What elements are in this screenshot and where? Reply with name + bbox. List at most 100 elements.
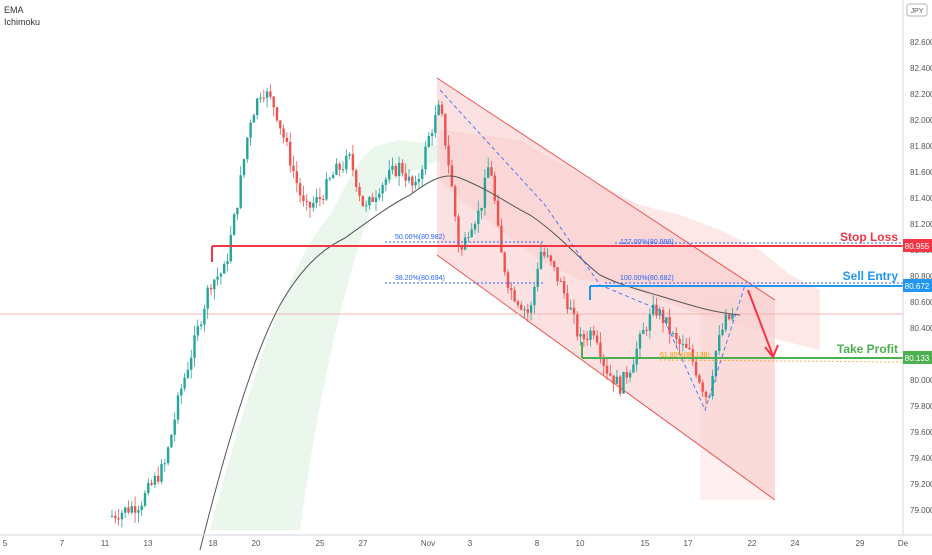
candle-body <box>381 184 384 194</box>
candle-body <box>589 330 592 340</box>
y-tick-label: 79.000 <box>910 506 932 515</box>
x-tick-label: 8 <box>535 539 540 548</box>
candle-body <box>315 197 318 203</box>
candle-body <box>239 175 242 208</box>
sell-entry-value: 80.672 <box>905 282 930 291</box>
candle-body <box>434 114 437 134</box>
x-tick-label: 5 <box>3 539 8 548</box>
candle-body <box>183 377 186 389</box>
candle-body <box>388 169 391 180</box>
candle-body <box>625 371 628 378</box>
candle-body <box>279 120 282 129</box>
candle-body <box>345 155 348 170</box>
y-tick-label: 80.000 <box>910 376 932 385</box>
candle-body <box>361 195 364 207</box>
candle-body <box>157 475 160 482</box>
candle-body <box>586 338 589 340</box>
candle-body <box>351 154 355 171</box>
x-tick-label: 25 <box>316 539 325 548</box>
candle-body <box>721 329 724 336</box>
candle-body <box>460 246 463 250</box>
candle-body <box>635 348 638 365</box>
candle-body <box>421 169 424 179</box>
y-tick-label: 81.400 <box>910 194 932 203</box>
x-tick-label: 7 <box>60 539 65 548</box>
candle-body <box>665 317 668 323</box>
candle-body <box>648 314 652 331</box>
candle-body <box>305 200 308 202</box>
candle-body <box>553 261 556 268</box>
candle-body <box>133 506 137 513</box>
candle-body <box>397 162 401 177</box>
candle-body <box>582 334 586 339</box>
candle-body <box>292 165 295 172</box>
candle-body <box>671 333 675 335</box>
candle-body <box>331 174 335 179</box>
indicator-ema-label: EMA <box>4 5 24 15</box>
candle-body <box>463 237 467 250</box>
candle-body <box>430 133 434 136</box>
candle-body <box>645 329 648 331</box>
x-tick-label: 11 <box>101 539 110 548</box>
candle-body <box>685 343 688 348</box>
candle-body <box>160 463 163 482</box>
y-tick-label: 79.800 <box>910 402 932 411</box>
y-tick-label: 81.200 <box>910 220 932 229</box>
candle-body <box>199 324 203 327</box>
fib-618-line <box>659 359 904 363</box>
candle-body <box>341 169 345 171</box>
ichimoku-cloud-green <box>210 140 440 530</box>
candle-body <box>638 333 642 349</box>
take-profit-value: 80.133 <box>905 354 930 363</box>
candle-body <box>298 183 302 196</box>
fib-382-label: 38.20%(80.694) <box>395 275 445 282</box>
candle-body <box>668 317 671 334</box>
candle-body <box>503 252 506 273</box>
candle-body <box>681 343 685 345</box>
candle-body <box>318 197 322 199</box>
candle-body <box>150 482 153 485</box>
candle-body <box>480 207 483 211</box>
take-profit-badge <box>903 351 932 364</box>
candle-body <box>467 236 470 238</box>
candle-body <box>219 273 223 277</box>
candle-body <box>117 518 120 520</box>
candle-body <box>282 128 285 138</box>
candle-body <box>490 167 493 176</box>
candle-body <box>727 314 731 320</box>
candle-body <box>724 314 727 330</box>
candle-body <box>394 165 397 177</box>
candle-body <box>114 515 117 519</box>
y-tick-label: 82.600 <box>910 38 932 47</box>
candle-body <box>140 505 143 511</box>
candle-body <box>658 310 661 316</box>
candle-body <box>407 176 411 181</box>
candle-body <box>559 280 562 282</box>
candle-body <box>124 507 127 513</box>
candle-body <box>374 197 378 202</box>
candle-body <box>500 225 503 253</box>
candle-body <box>249 122 252 138</box>
candle-body <box>595 335 599 343</box>
candle-body <box>137 510 140 513</box>
candle-body <box>470 229 473 237</box>
candle-body <box>483 177 487 208</box>
candle-body <box>285 137 289 142</box>
harmonic-pattern-line <box>439 89 746 412</box>
candle-body <box>516 301 520 305</box>
candle-body <box>180 388 183 396</box>
candle-body <box>602 356 605 366</box>
candle-body <box>232 214 236 236</box>
candle-body <box>496 200 500 226</box>
sell-entry-label: Sell Entry <box>843 269 899 283</box>
x-tick-label: 17 <box>684 539 693 548</box>
candle-body <box>272 96 275 108</box>
candle-body <box>622 371 625 394</box>
fib-618-label: 61.80%(80.138) <box>660 352 710 359</box>
stop-loss-label: Stop Loss <box>840 230 898 244</box>
candle-body <box>694 361 698 376</box>
projection-arrow <box>747 289 774 357</box>
candle-body <box>493 175 496 201</box>
